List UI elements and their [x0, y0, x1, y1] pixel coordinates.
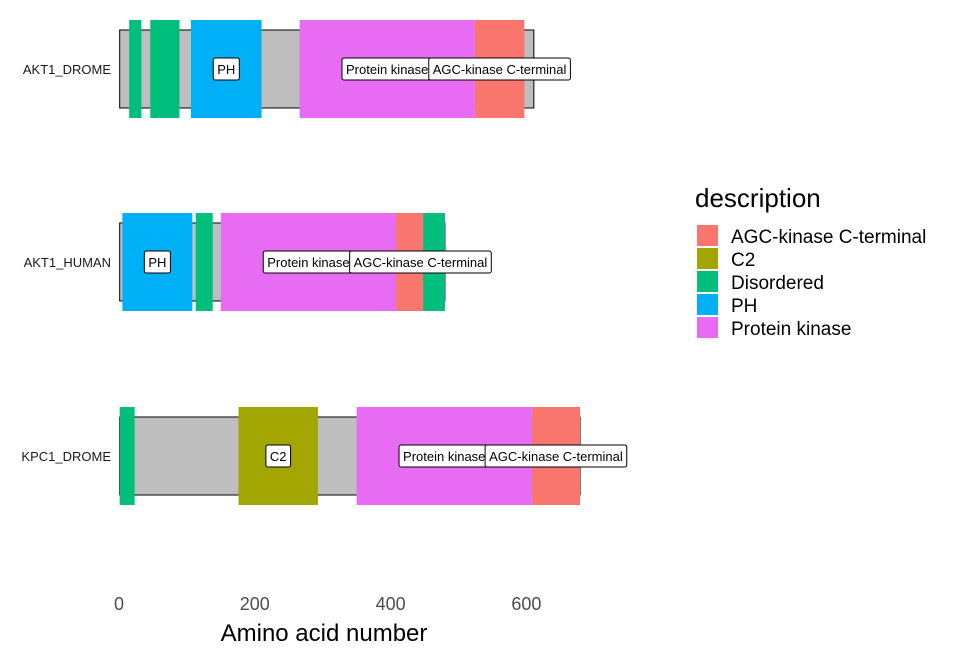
- domain-label: C2: [265, 444, 292, 468]
- x-tick-label: 400: [376, 594, 406, 614]
- domain-rect: [129, 20, 142, 118]
- legend-entry-label: Protein kinase: [731, 319, 851, 340]
- legend: description AGC-kinase C-terminalC2Disor…: [695, 183, 926, 340]
- legend-title: description: [695, 183, 821, 213]
- domain-rect: [195, 213, 213, 311]
- domain-label-text: AGC-kinase C-terminal: [433, 62, 567, 77]
- legend-swatch: [697, 317, 718, 338]
- legend-entry-label: PH: [731, 296, 757, 317]
- domain-rect: [119, 407, 135, 505]
- x-axis-title: Amino acid number: [221, 620, 428, 647]
- legend-swatch: [697, 225, 718, 246]
- legend-entry-label: Disordered: [731, 273, 824, 294]
- domain-label-text: Protein kinase: [403, 449, 485, 464]
- protein-name-label: AKT1_HUMAN: [24, 255, 111, 270]
- domain-label: Protein kinase: [398, 444, 490, 468]
- domain-label-text: Protein kinase: [346, 62, 428, 77]
- domain-label-text: AGC-kinase C-terminal: [489, 449, 623, 464]
- domain-label: AGC-kinase C-terminal: [428, 57, 571, 81]
- domain-rect: [150, 20, 180, 118]
- legend-swatch: [697, 294, 718, 315]
- domain-label-text: PH: [148, 255, 166, 270]
- legend-entry-label: C2: [731, 250, 755, 271]
- x-tick-label: 200: [240, 594, 270, 614]
- protein-name-label: KPC1_DROME: [21, 449, 111, 464]
- protein-track: AKT1_DROME: [23, 20, 535, 118]
- domain-label: PH: [143, 250, 171, 274]
- x-axis: 0 200 400 600: [114, 594, 541, 614]
- domain-label: AGC-kinase C-terminal: [484, 444, 628, 468]
- domain-label-text: PH: [217, 62, 235, 77]
- x-tick-label: 600: [511, 594, 541, 614]
- legend-entry-label: AGC-kinase C-terminal: [731, 227, 926, 248]
- x-tick-label: 0: [114, 594, 124, 614]
- plot-area: AKT1_DROME AKT1_HUMAN KPC1_DROME PH Protein …: [21, 20, 628, 505]
- domain-label: AGC-kinase C-terminal: [349, 250, 492, 274]
- domain-label: Protein kinase: [262, 250, 355, 274]
- legend-swatch: [697, 248, 718, 269]
- legend-swatch: [697, 271, 718, 292]
- domain-label-text: C2: [270, 449, 287, 464]
- domain-label-text: AGC-kinase C-terminal: [354, 255, 488, 270]
- domain-label-text: Protein kinase: [267, 255, 349, 270]
- domain-label: PH: [212, 57, 240, 81]
- domain-label: Protein kinase: [341, 57, 433, 81]
- protein-name-label: AKT1_DROME: [23, 62, 111, 77]
